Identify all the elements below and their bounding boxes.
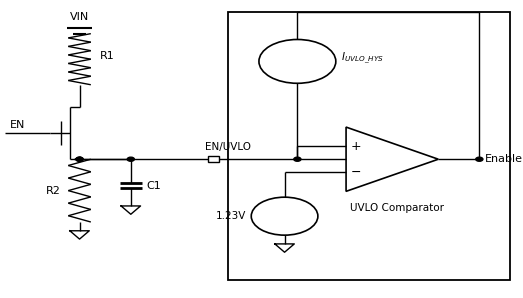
Text: −: − [279,217,290,230]
Circle shape [476,157,483,161]
Text: UVLO Comparator: UVLO Comparator [350,203,445,213]
Text: Enable: Enable [484,154,522,164]
Text: R2: R2 [46,186,61,195]
Bar [208,156,219,162]
Text: VIN: VIN [70,12,89,22]
Text: C1: C1 [146,181,161,190]
Bar [228,12,510,280]
Text: R1: R1 [100,51,115,61]
Circle shape [294,157,301,161]
Circle shape [76,157,83,161]
Text: 1.23V: 1.23V [216,211,246,221]
Circle shape [259,40,336,83]
Circle shape [127,157,134,161]
Text: +: + [351,140,361,153]
Text: −: − [351,166,361,179]
Text: $I_{UVLO\_HYS}$: $I_{UVLO\_HYS}$ [341,51,384,66]
Text: EN: EN [10,120,26,130]
Circle shape [251,197,318,235]
Text: EN/UVLO: EN/UVLO [205,142,251,152]
Circle shape [76,157,83,161]
Text: +: + [279,202,290,215]
